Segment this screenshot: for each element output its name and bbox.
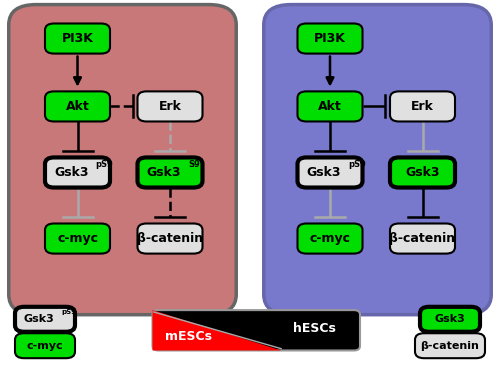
FancyBboxPatch shape	[390, 224, 455, 254]
FancyBboxPatch shape	[138, 91, 202, 121]
Text: β-catenin: β-catenin	[420, 341, 480, 351]
FancyBboxPatch shape	[15, 333, 75, 358]
FancyBboxPatch shape	[420, 307, 480, 332]
Text: pS9: pS9	[96, 160, 114, 168]
Text: Gsk3: Gsk3	[434, 314, 466, 324]
FancyBboxPatch shape	[138, 157, 202, 188]
Text: pS9: pS9	[348, 160, 366, 168]
Text: PI3K: PI3K	[314, 32, 346, 45]
FancyBboxPatch shape	[15, 307, 75, 332]
FancyBboxPatch shape	[45, 23, 110, 54]
Text: c-myc: c-myc	[310, 232, 350, 245]
FancyBboxPatch shape	[45, 157, 110, 188]
FancyBboxPatch shape	[45, 224, 110, 254]
FancyBboxPatch shape	[298, 157, 362, 188]
Text: Gsk3: Gsk3	[307, 166, 341, 179]
Text: mESCs: mESCs	[165, 330, 212, 343]
Text: Erk: Erk	[158, 100, 182, 113]
FancyBboxPatch shape	[415, 333, 485, 358]
Text: Gsk3: Gsk3	[147, 166, 181, 179]
FancyBboxPatch shape	[298, 224, 362, 254]
FancyBboxPatch shape	[152, 310, 360, 350]
Text: PI3K: PI3K	[62, 32, 94, 45]
Text: hESCs: hESCs	[293, 322, 336, 335]
Text: pS9: pS9	[62, 309, 77, 315]
Text: Gsk3: Gsk3	[405, 166, 440, 179]
Text: Gsk3: Gsk3	[54, 166, 89, 179]
FancyBboxPatch shape	[390, 91, 455, 121]
Text: Akt: Akt	[318, 100, 342, 113]
FancyBboxPatch shape	[298, 23, 362, 54]
Text: S9: S9	[188, 160, 200, 168]
Text: Akt: Akt	[66, 100, 90, 113]
Text: c-myc: c-myc	[57, 232, 98, 245]
Text: Erk: Erk	[411, 100, 434, 113]
Text: c-myc: c-myc	[26, 341, 64, 351]
Text: β-catenin: β-catenin	[390, 232, 456, 245]
Text: Gsk3: Gsk3	[24, 314, 54, 324]
FancyBboxPatch shape	[45, 91, 110, 121]
FancyBboxPatch shape	[298, 91, 362, 121]
FancyBboxPatch shape	[138, 224, 202, 254]
FancyBboxPatch shape	[390, 157, 455, 188]
FancyBboxPatch shape	[264, 5, 491, 315]
Text: β-catenin: β-catenin	[137, 232, 203, 245]
FancyBboxPatch shape	[8, 5, 236, 315]
Polygon shape	[152, 310, 281, 350]
